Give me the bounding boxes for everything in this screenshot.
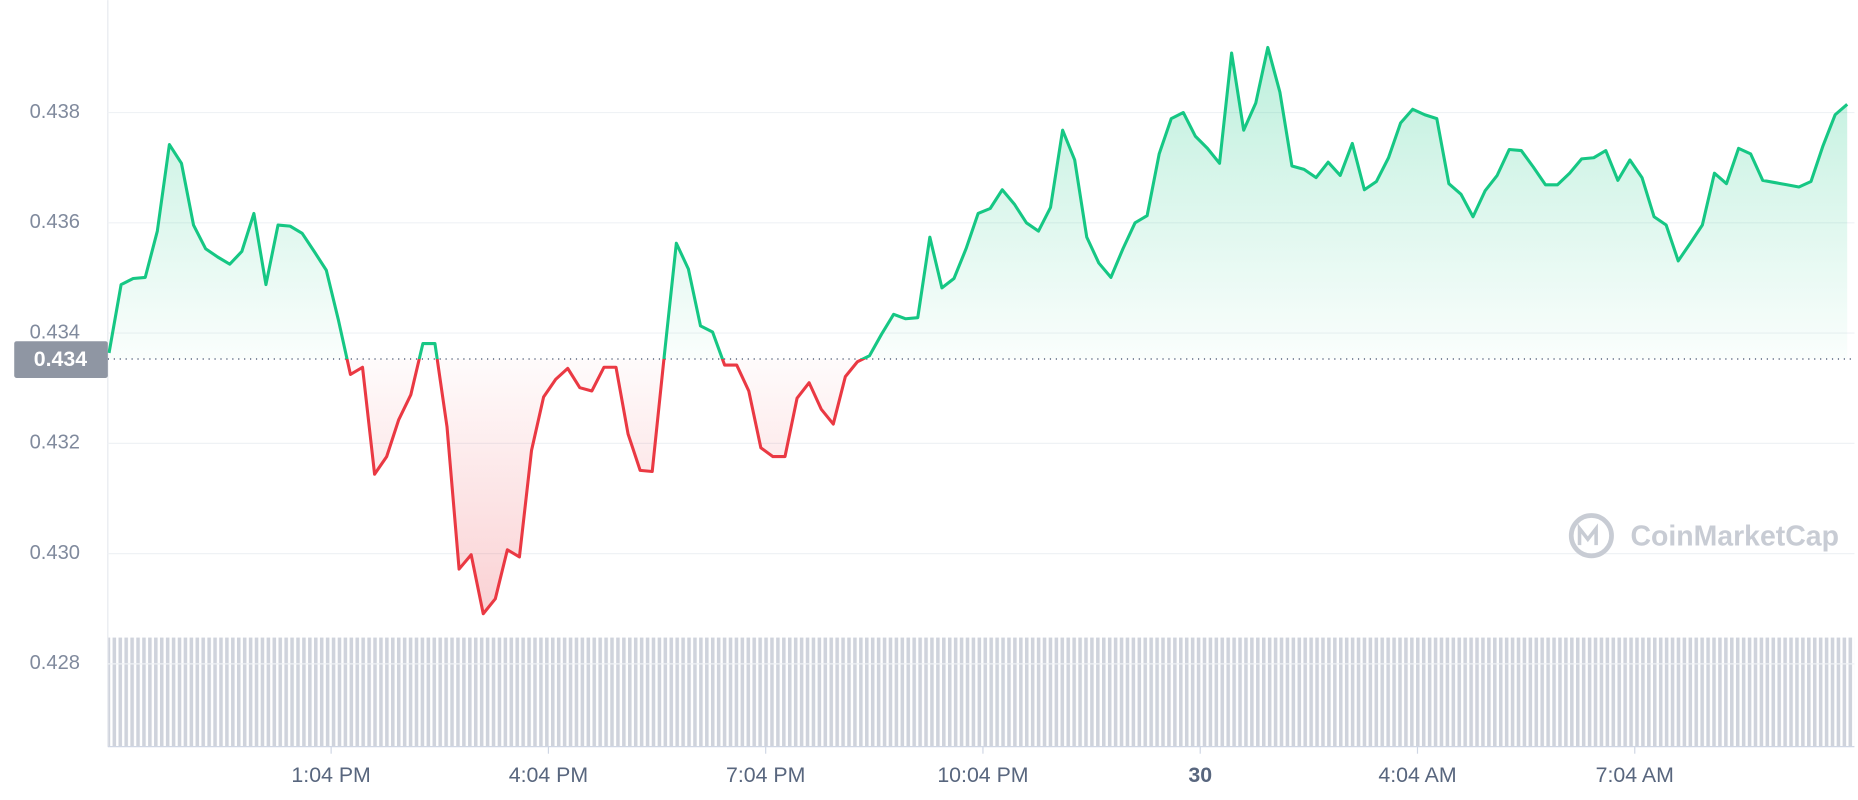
x-tick-label: 10:04 PM	[937, 763, 1028, 787]
x-tick-label: 4:04 AM	[1378, 763, 1456, 787]
y-tick-label: 0.430	[30, 542, 80, 564]
x-tick-label: 7:04 AM	[1596, 763, 1674, 787]
x-tick-label: 1:04 PM	[291, 763, 370, 787]
reference-badge	[14, 341, 108, 378]
reference-label: 0.434	[34, 347, 87, 371]
y-tick-label: 0.436	[30, 211, 80, 233]
volume-bars	[107, 637, 1855, 747]
y-tick-label: 0.438	[30, 101, 80, 123]
x-tick-label: 7:04 PM	[726, 763, 805, 787]
x-tick-label: 30	[1188, 763, 1212, 787]
y-tick-label: 0.432	[30, 432, 80, 454]
y-tick-label: 0.434	[30, 321, 80, 343]
x-tick-label: 4:04 PM	[509, 763, 588, 787]
watermark: CoinMarketCap	[1568, 513, 1839, 559]
y-tick-label: 0.428	[30, 652, 80, 674]
price-area	[109, 47, 1848, 614]
watermark-text: CoinMarketCap	[1630, 521, 1838, 553]
price-line	[107, 45, 1849, 616]
